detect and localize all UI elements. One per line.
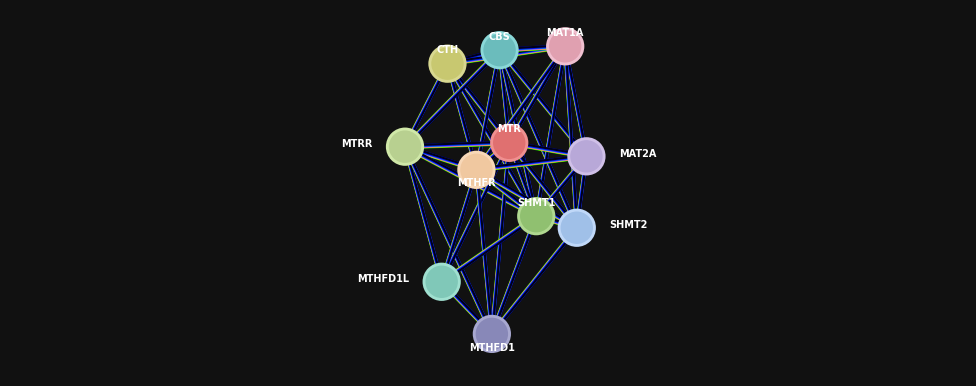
- Circle shape: [570, 140, 602, 173]
- Circle shape: [423, 262, 461, 301]
- Circle shape: [458, 151, 496, 189]
- Text: CTH: CTH: [436, 45, 459, 55]
- Circle shape: [560, 212, 593, 244]
- Text: MTHFD1L: MTHFD1L: [356, 274, 409, 284]
- Circle shape: [517, 197, 555, 235]
- Text: SHMT2: SHMT2: [610, 220, 648, 230]
- Circle shape: [461, 154, 493, 186]
- Circle shape: [567, 137, 605, 176]
- Circle shape: [475, 318, 508, 350]
- Circle shape: [386, 127, 425, 166]
- Circle shape: [490, 124, 528, 162]
- Text: MAT1A: MAT1A: [547, 28, 584, 38]
- Text: MTHFR: MTHFR: [457, 178, 496, 188]
- Circle shape: [480, 31, 518, 69]
- Text: MTRR: MTRR: [341, 139, 372, 149]
- Circle shape: [546, 27, 585, 66]
- Circle shape: [493, 127, 525, 159]
- Text: SHMT1: SHMT1: [517, 198, 555, 208]
- Circle shape: [428, 44, 467, 83]
- Circle shape: [426, 266, 458, 298]
- Circle shape: [483, 34, 515, 66]
- Circle shape: [549, 30, 582, 63]
- Circle shape: [520, 200, 552, 232]
- Text: CBS: CBS: [489, 32, 510, 42]
- Circle shape: [472, 315, 511, 353]
- Text: MTHFD1: MTHFD1: [468, 342, 514, 352]
- Text: MAT2A: MAT2A: [619, 149, 657, 159]
- Circle shape: [557, 208, 596, 247]
- Circle shape: [431, 47, 464, 80]
- Circle shape: [388, 130, 422, 163]
- Text: MTR: MTR: [498, 124, 521, 134]
